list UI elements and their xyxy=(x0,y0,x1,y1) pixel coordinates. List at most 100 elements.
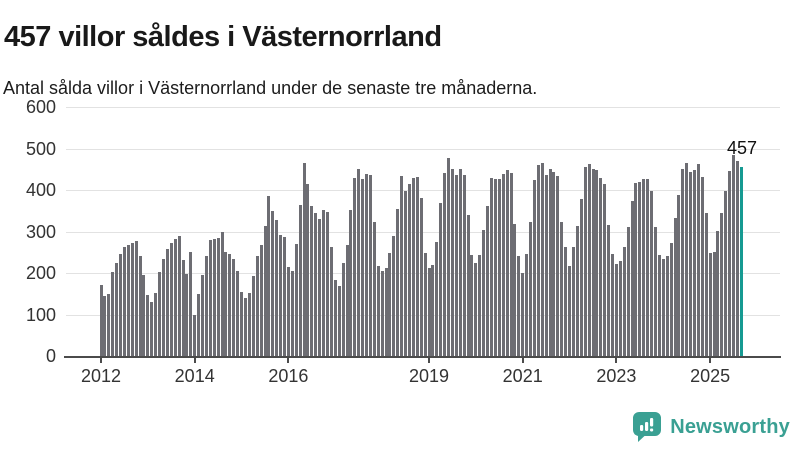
bar xyxy=(466,215,470,356)
bar xyxy=(470,254,474,356)
bar xyxy=(501,174,505,356)
bar xyxy=(208,239,212,356)
bar xyxy=(646,178,650,356)
gridline xyxy=(66,190,780,192)
y-axis-label: 400 xyxy=(25,180,56,201)
bar xyxy=(493,179,497,356)
bar xyxy=(306,183,310,356)
bar xyxy=(599,177,603,356)
bar xyxy=(271,210,275,356)
bar xyxy=(310,205,314,356)
bar xyxy=(681,168,685,356)
bar xyxy=(696,164,700,356)
chart-title: 457 villor såldes i Västernorrland xyxy=(4,21,442,54)
bar xyxy=(579,199,583,356)
x-axis-tick xyxy=(427,358,430,363)
bar xyxy=(431,264,435,356)
bar xyxy=(263,225,267,356)
bar xyxy=(732,155,736,356)
bar xyxy=(322,210,326,356)
bar xyxy=(314,213,318,356)
bar xyxy=(700,176,704,356)
bar xyxy=(486,205,490,356)
bar xyxy=(482,229,486,356)
bar xyxy=(212,239,216,356)
bar xyxy=(673,217,677,356)
bar xyxy=(333,279,337,356)
bar xyxy=(677,195,681,356)
bar xyxy=(169,243,173,356)
bar xyxy=(224,251,228,356)
bar xyxy=(154,292,158,356)
bar xyxy=(111,271,115,356)
bar xyxy=(189,251,193,356)
bar xyxy=(669,243,673,356)
bar xyxy=(712,251,716,356)
bar xyxy=(146,294,150,356)
x-axis-label: 2012 xyxy=(80,366,122,386)
y-axis-label: 100 xyxy=(25,304,56,325)
bar xyxy=(529,221,533,356)
x-axis-label: 2023 xyxy=(596,366,637,386)
bar xyxy=(119,254,123,356)
bar xyxy=(685,162,689,356)
bar xyxy=(134,241,138,356)
bar xyxy=(607,224,611,356)
x-axis-label: 2021 xyxy=(502,366,543,386)
y-axis-label: 200 xyxy=(25,263,56,284)
bar xyxy=(630,200,634,356)
bar xyxy=(618,260,622,356)
bar xyxy=(279,234,283,356)
bar xyxy=(177,235,181,356)
bar xyxy=(447,157,451,356)
bar xyxy=(404,190,408,356)
bar xyxy=(611,254,615,356)
bar xyxy=(247,292,251,356)
bar xyxy=(634,182,638,356)
bar xyxy=(411,177,415,356)
bar xyxy=(622,246,626,356)
bar xyxy=(298,205,302,356)
bar xyxy=(325,211,329,356)
bar xyxy=(302,162,306,356)
bar xyxy=(544,175,548,356)
bar xyxy=(216,238,220,356)
bar xyxy=(380,271,384,356)
newsworthy-logo-icon xyxy=(633,412,662,442)
bar xyxy=(568,265,572,356)
gridline xyxy=(66,107,780,109)
bar xyxy=(724,191,728,356)
bar xyxy=(497,178,501,356)
bar xyxy=(181,259,185,356)
newsworthy-logo[interactable]: Newsworthy xyxy=(633,412,790,442)
gridline xyxy=(66,273,780,275)
bar xyxy=(193,314,197,356)
bar xyxy=(536,165,540,356)
x-axis-line xyxy=(64,356,781,358)
bar xyxy=(689,171,693,356)
bar xyxy=(388,253,392,356)
bar xyxy=(603,183,607,356)
bar xyxy=(197,293,201,356)
bar xyxy=(415,176,419,356)
brand-name: Newsworthy xyxy=(670,415,790,438)
bar xyxy=(130,243,134,356)
bar xyxy=(626,226,630,356)
bar xyxy=(161,258,165,356)
bar xyxy=(454,175,458,356)
bar xyxy=(220,231,224,356)
bar xyxy=(126,244,130,356)
bar xyxy=(657,254,661,356)
bar xyxy=(396,208,400,356)
bar xyxy=(614,263,618,356)
bar xyxy=(556,176,560,356)
bar xyxy=(368,175,372,356)
bar xyxy=(204,255,208,356)
bar xyxy=(294,244,298,356)
bar xyxy=(275,220,279,356)
bar xyxy=(138,255,142,356)
bar xyxy=(341,263,345,356)
bar xyxy=(435,242,439,356)
bar xyxy=(595,170,599,356)
